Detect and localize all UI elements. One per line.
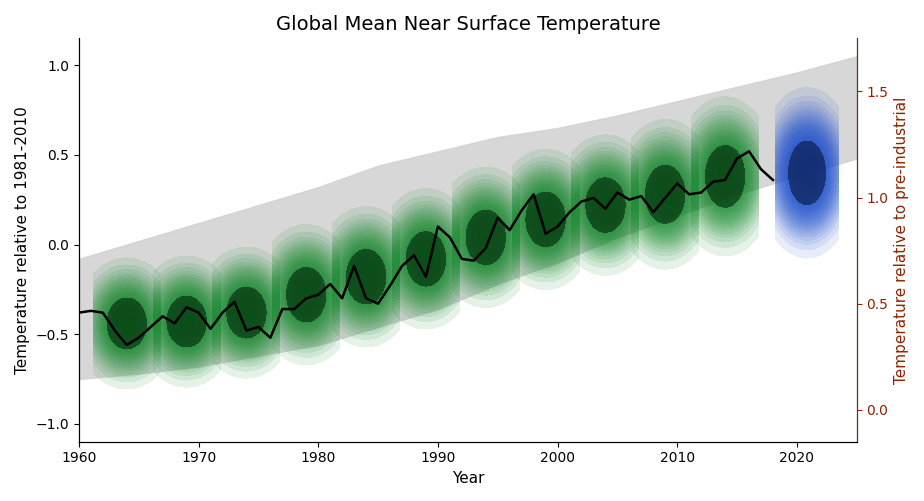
- Y-axis label: Temperature relative to 1981-2010: Temperature relative to 1981-2010: [15, 106, 30, 374]
- Y-axis label: Temperature relative to pre-industrial: Temperature relative to pre-industrial: [894, 96, 909, 384]
- Title: Global Mean Near Surface Temperature: Global Mean Near Surface Temperature: [275, 15, 660, 34]
- X-axis label: Year: Year: [452, 471, 484, 486]
